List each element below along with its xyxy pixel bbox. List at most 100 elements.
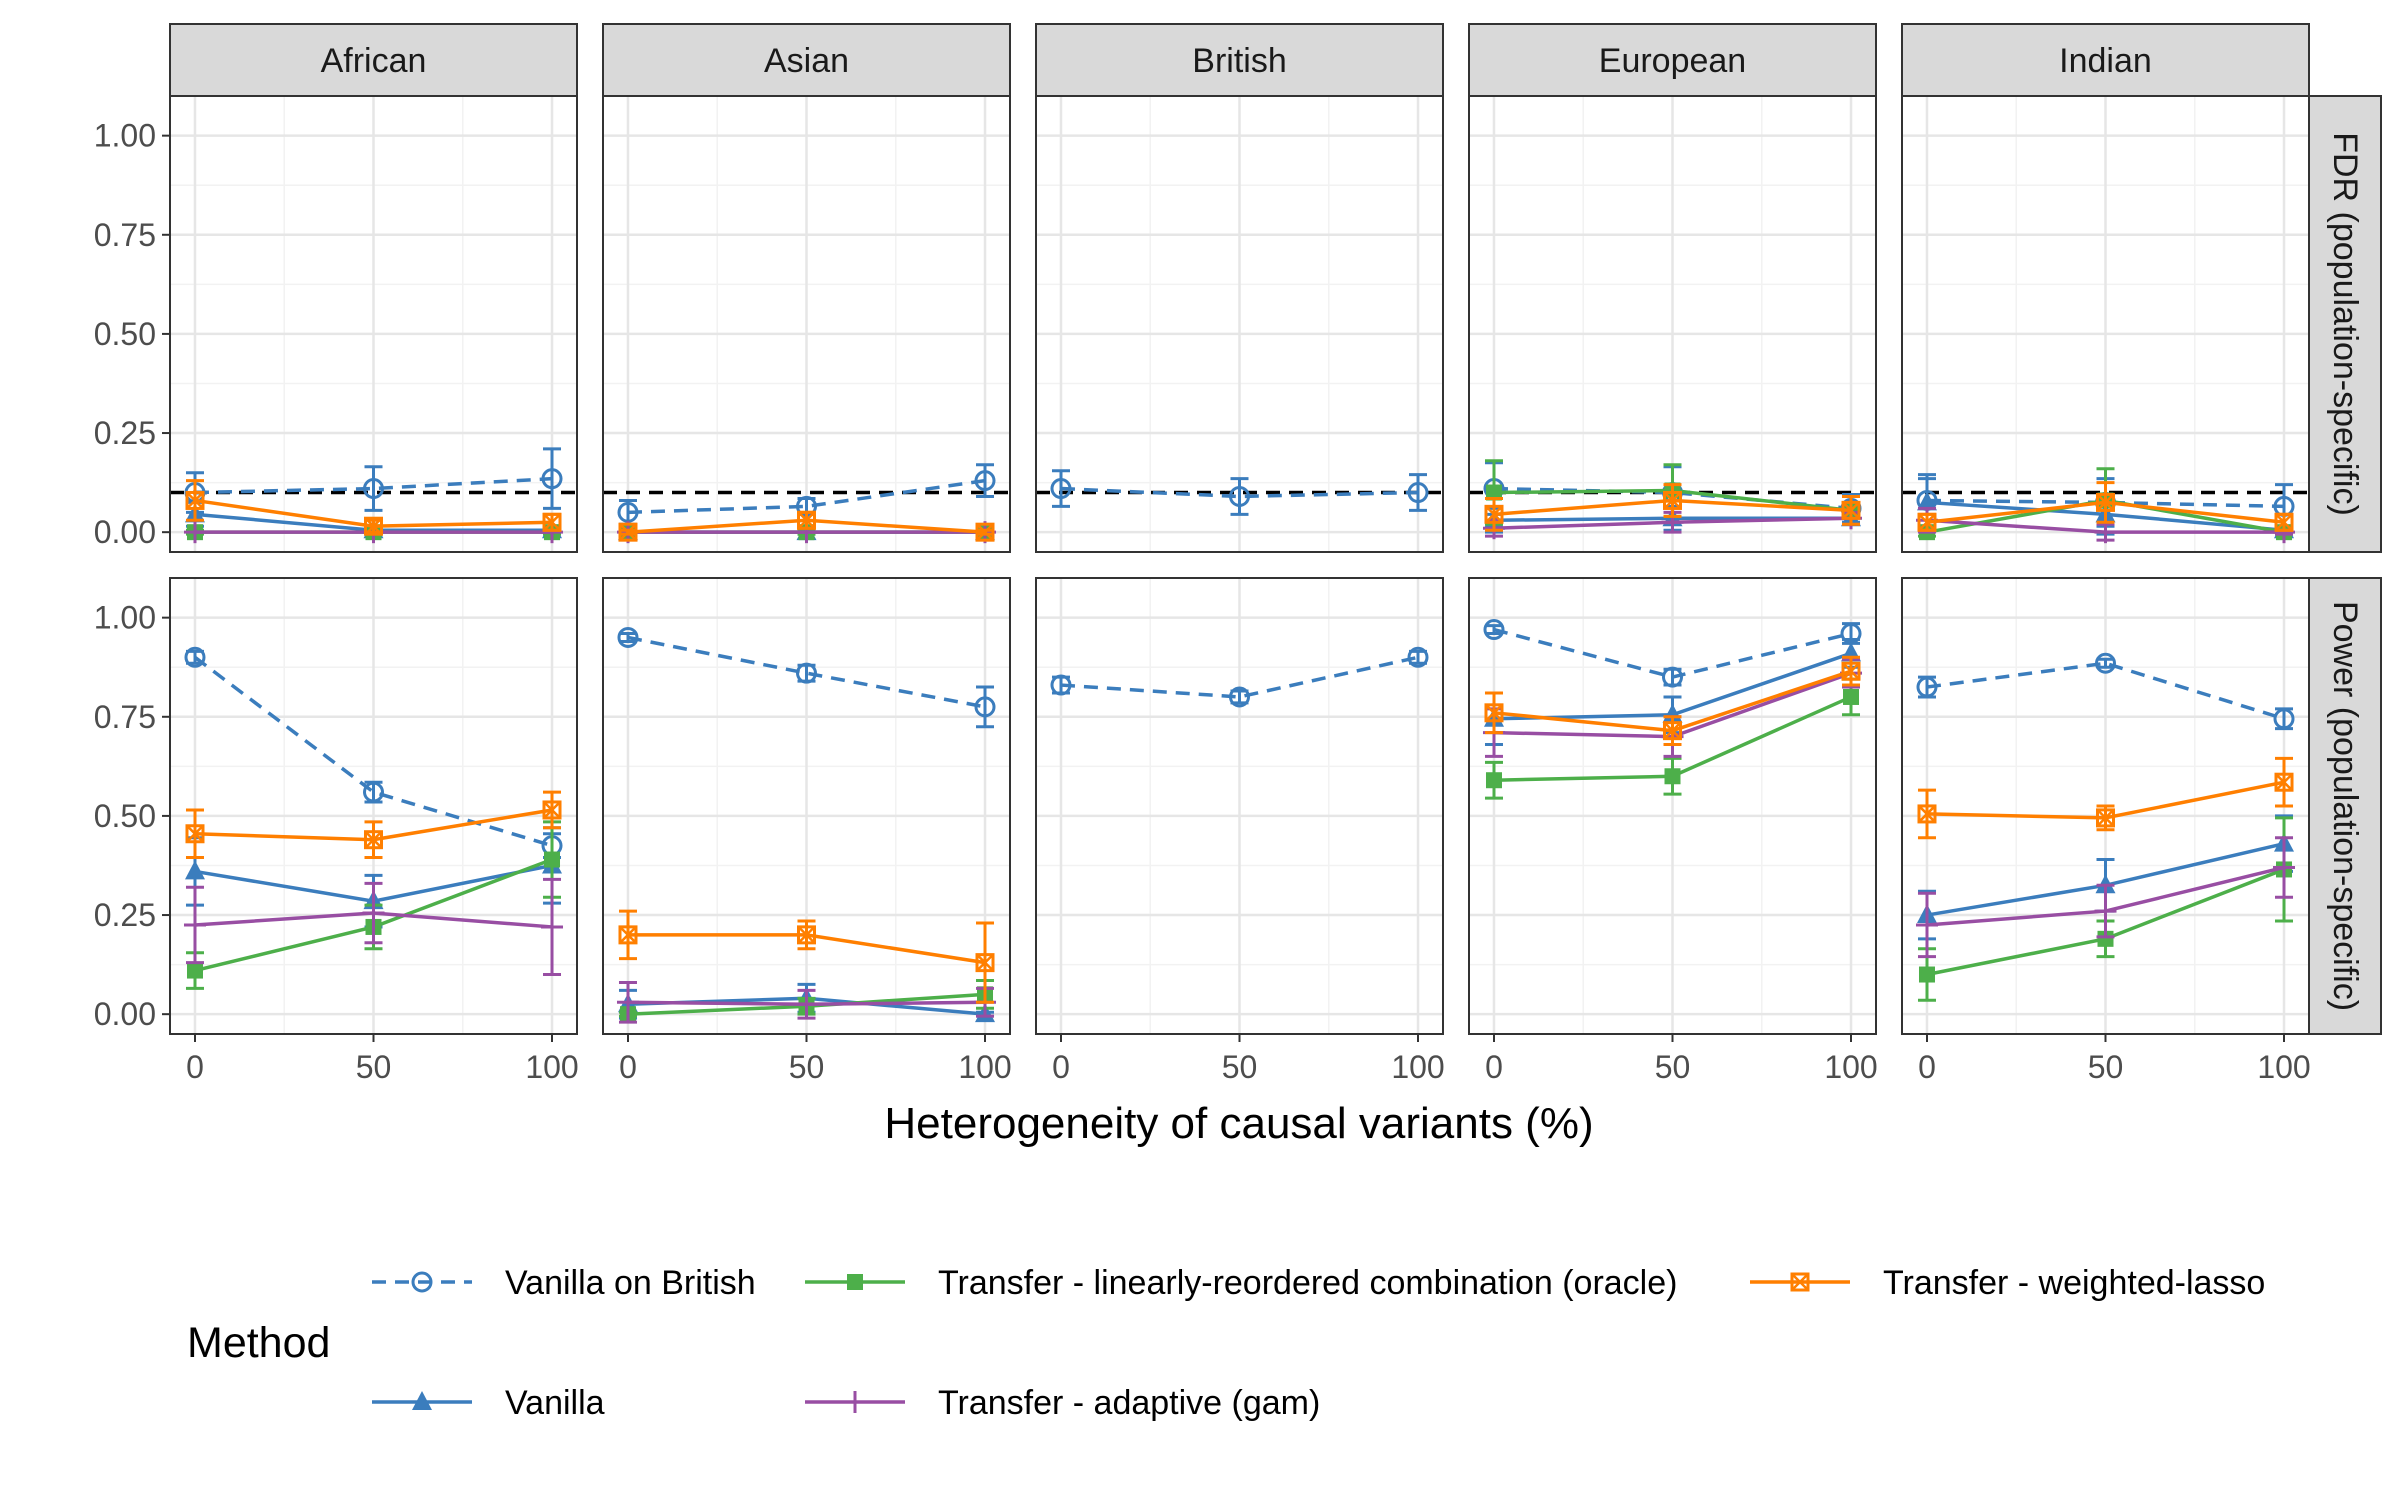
series-vanilla-on-british — [1050, 469, 1429, 516]
data-point — [1917, 512, 1937, 532]
legend-key-marker — [847, 1274, 863, 1290]
data-point-d2 — [797, 511, 816, 530]
panel-border — [1035, 95, 1444, 553]
legend-key-marker-d2 — [1791, 1273, 1809, 1291]
series-transfer-weighted-lasso — [1484, 655, 1861, 747]
y-tick-label: 0.00 — [94, 996, 156, 1032]
data-point — [2273, 856, 2296, 879]
data-point-box — [542, 512, 562, 532]
legend-key-marker — [1790, 1272, 1810, 1292]
data-point-d2 — [1918, 805, 1936, 823]
y-tick-label: 1.00 — [94, 600, 156, 636]
x-tick-label: 0 — [619, 1049, 637, 1085]
data-point — [1918, 966, 1935, 983]
panel-power-indian — [1901, 577, 2310, 1035]
data-point — [184, 860, 205, 880]
series-transfer-weighted-lasso — [1484, 483, 1861, 532]
x-tick-label: 0 — [1485, 1049, 1503, 1085]
legend-label: Transfer - adaptive (gam) — [938, 1384, 1320, 1422]
error-bar — [364, 465, 383, 512]
data-point — [542, 800, 562, 820]
panel-fdr-asian — [602, 95, 1011, 553]
data-point — [1050, 478, 1072, 500]
panel-fdr-european — [1468, 95, 1877, 553]
x-tick-label: 50 — [1655, 1049, 1691, 1085]
legend-label: Vanilla — [505, 1384, 605, 1422]
panel-power-european — [1468, 577, 1877, 1035]
error-bar — [1409, 473, 1428, 512]
data-point — [2096, 492, 2115, 512]
legend: Method Vanilla on British Vanilla Transfer … — [187, 1264, 2265, 1422]
data-point — [184, 646, 206, 668]
x-tick-label: 50 — [2088, 1049, 2124, 1085]
data-point-d2 — [1663, 491, 1682, 510]
data-point — [616, 991, 639, 1014]
data-point — [542, 512, 562, 532]
data-point — [1484, 703, 1504, 723]
data-point-box — [797, 510, 816, 530]
data-point-box — [185, 490, 205, 510]
data-point — [1664, 768, 1681, 785]
data-point — [1229, 485, 1250, 507]
series-line — [1926, 498, 2285, 509]
data-point-box — [2096, 492, 2115, 512]
data-point — [1483, 619, 1505, 641]
x-tick-label: 100 — [1391, 1049, 1444, 1085]
data-point — [541, 468, 563, 490]
data-point — [2094, 900, 2117, 923]
facet-strip-label: European — [1599, 42, 1746, 80]
y-tick-label: 0.75 — [94, 699, 156, 735]
data-point-box — [975, 953, 995, 973]
row-strip-box — [2308, 577, 2382, 1035]
axes: 0.00 0.25 0.50 0.75 1.00 0.00 0.25 0.50 0.75 1.00… — [94, 118, 2311, 1148]
series-line — [1060, 655, 1419, 699]
series-line — [193, 655, 553, 848]
data-point-d2 — [1842, 662, 1860, 681]
error-bar — [2096, 657, 2115, 669]
series-vanilla-on-british — [1916, 652, 2295, 731]
series-transfer-weighted-lasso — [1917, 756, 2294, 840]
facet-strip-box — [169, 23, 578, 97]
data-point — [2096, 808, 2115, 828]
series-transfer-weighted-lasso — [618, 510, 995, 542]
panel-power-british — [1035, 577, 1444, 1035]
series-transfer-adaptive-gam — [183, 877, 564, 977]
data-point — [2094, 521, 2117, 544]
data-point — [186, 962, 203, 979]
data-point — [364, 516, 383, 536]
data-point-box — [1663, 721, 1682, 741]
data-point — [618, 522, 638, 542]
x-tick-label: 100 — [525, 1049, 578, 1085]
data-point-d2 — [186, 491, 204, 510]
y-tick-label: 1.00 — [94, 118, 156, 154]
series-line — [627, 635, 986, 709]
x-axis-title: Heterogeneity of causal variants (%) — [884, 1099, 1593, 1148]
data-point — [1916, 676, 1938, 698]
y-tick-label: 0.25 — [94, 415, 156, 451]
facet-strip-asian: Asian — [602, 23, 1011, 97]
series-transfer-adaptive-gam — [616, 980, 997, 1024]
data-point — [185, 824, 205, 844]
series-vanilla-on-british — [184, 447, 563, 514]
data-point — [1662, 666, 1683, 688]
facet-panels: African Asian British European Indian FDR (po… — [169, 23, 2382, 1035]
data-point-d2 — [364, 830, 383, 849]
error-bar — [1484, 624, 1503, 636]
data-point — [364, 830, 383, 850]
error-bar — [976, 463, 995, 498]
error-bar — [976, 685, 995, 729]
data-point — [1841, 661, 1861, 681]
series-line — [1060, 486, 1419, 499]
data-point-box — [2274, 772, 2294, 792]
data-point-d2 — [1485, 703, 1503, 722]
data-point — [975, 953, 995, 973]
error-bar — [1051, 469, 1070, 508]
series-line — [1926, 661, 2285, 721]
data-point — [796, 662, 817, 684]
x-tick-label: 100 — [2257, 1049, 2310, 1085]
row-strip-power: Power (population-specific) — [2308, 577, 2382, 1035]
x-tick-label: 0 — [1052, 1049, 1070, 1085]
data-point-d2 — [2275, 513, 2293, 532]
data-point-d2 — [1842, 501, 1860, 520]
